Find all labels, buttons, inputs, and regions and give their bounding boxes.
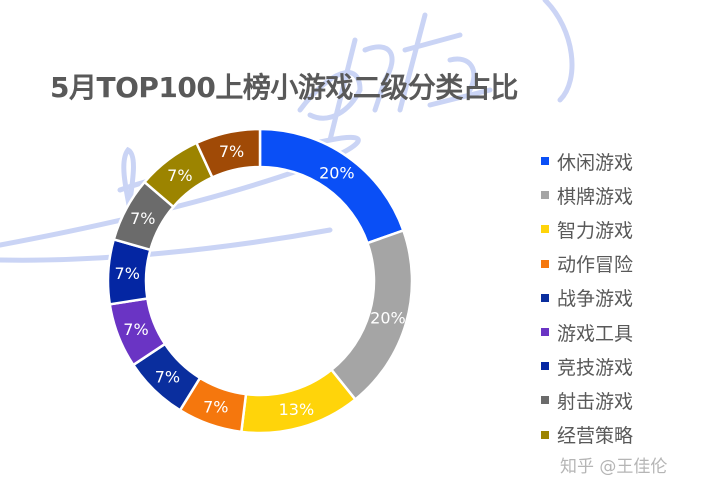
legend-label: 动作冒险 [557, 254, 634, 277]
legend-label: 游戏工具 [557, 322, 634, 345]
legend-label: 棋牌游戏 [557, 185, 634, 208]
legend-item: 休闲游戏 [541, 144, 633, 178]
legend-swatch-icon [541, 157, 549, 166]
slice-percent-label: 7% [130, 209, 155, 228]
legend-label: 智力游戏 [557, 219, 634, 242]
slice-percent-label: 7% [155, 367, 180, 386]
legend-label: 竞技游戏 [557, 356, 634, 379]
legend-label: 经营策略 [557, 425, 634, 448]
donut-slice [258, 127, 405, 245]
slice-percent-label: 7% [219, 142, 244, 161]
slice-percent-label: 7% [167, 166, 192, 185]
donut-slice [194, 127, 262, 180]
legend-swatch-icon [541, 293, 549, 302]
legend-label: 射击游戏 [557, 390, 634, 413]
legend-swatch-icon [541, 430, 549, 439]
legend-swatch-icon [541, 225, 549, 234]
legend-swatch-icon [541, 328, 549, 337]
slice-percent-label: 7% [123, 320, 148, 339]
legend-item: 游戏工具 [541, 315, 633, 349]
slice-percent-label: 7% [115, 264, 140, 283]
legend-item: 棋牌游戏 [541, 178, 633, 212]
chart-legend: 休闲游戏 棋牌游戏 智力游戏 动作冒险 战争游戏 游戏工具 竞技游戏 射击游戏 … [541, 144, 633, 452]
legend-label: 战争游戏 [557, 288, 634, 311]
legend-item: 竞技游戏 [541, 349, 633, 383]
legend-label: 休闲游戏 [557, 151, 634, 174]
legend-item: 智力游戏 [541, 212, 633, 246]
legend-item: 动作冒险 [541, 247, 633, 281]
legend-swatch-icon [541, 396, 549, 405]
legend-swatch-icon [541, 362, 549, 371]
slice-percent-label: 20% [370, 308, 406, 327]
legend-item: 战争游戏 [541, 281, 633, 315]
legend-item: 经营策略 [541, 418, 633, 452]
slice-percent-label: 13% [279, 400, 315, 419]
legend-swatch-icon [541, 259, 549, 268]
legend-swatch-icon [541, 191, 549, 200]
slice-percent-label: 7% [203, 397, 228, 416]
slice-percent-label: 20% [319, 163, 355, 182]
chart-title: 5月TOP100上榜小游戏二级分类占比 [50, 71, 518, 104]
source-credit: 知乎 @王佳伦 [560, 457, 668, 477]
legend-item: 射击游戏 [541, 383, 633, 417]
